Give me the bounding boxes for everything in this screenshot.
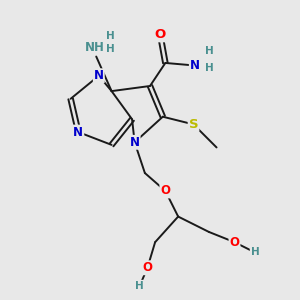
Text: H: H (106, 44, 115, 54)
Text: O: O (154, 28, 166, 41)
Text: H: H (205, 63, 213, 73)
Text: H: H (135, 281, 144, 291)
Text: NH: NH (85, 41, 105, 54)
Text: H: H (106, 31, 115, 41)
Text: O: O (160, 184, 170, 197)
Text: H: H (250, 248, 260, 257)
Text: N: N (94, 69, 104, 82)
Text: N: N (190, 59, 200, 72)
Text: H: H (205, 46, 213, 56)
Text: O: O (142, 261, 152, 274)
Text: S: S (189, 118, 198, 131)
Text: N: N (73, 126, 83, 139)
Text: O: O (230, 236, 239, 249)
Text: N: N (130, 136, 140, 149)
